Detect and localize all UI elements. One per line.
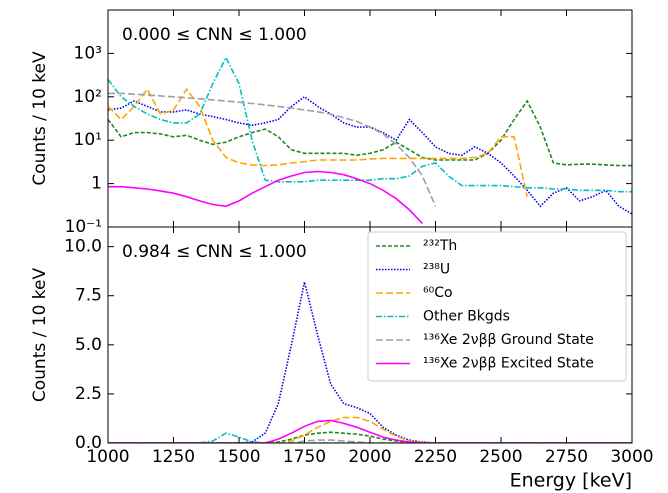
- y-tick-label: 2.5: [75, 384, 102, 404]
- series-line: [108, 170, 423, 225]
- series-line: [108, 55, 632, 193]
- y-axis-label: Counts / 10 keV: [30, 268, 50, 403]
- plot-area: [108, 281, 632, 443]
- annotation: 0.984 ≤ CNN ≤ 1.000: [122, 242, 307, 262]
- y-tick-label: 10⁻¹: [65, 217, 102, 237]
- plot-area: [108, 55, 632, 225]
- series-line: [108, 99, 632, 167]
- x-tick-label: 3000: [610, 447, 653, 467]
- x-tick-label: 1500: [217, 447, 260, 467]
- x-tick-label: 2000: [348, 447, 391, 467]
- series-line: [108, 92, 437, 207]
- legend-box: [367, 231, 627, 382]
- x-tick-label: 2250: [414, 447, 457, 467]
- legend-label: ²³⁸U: [423, 262, 450, 278]
- legend-label: Other Bkgds: [423, 309, 510, 325]
- x-tick-label: 1000: [86, 447, 129, 467]
- y-axis-label: Counts / 10 keV: [30, 51, 50, 186]
- x-axis-label: Energy [keV]: [510, 470, 632, 492]
- y-tick-label: 1: [91, 174, 102, 194]
- y-tick-label: 5.0: [75, 335, 102, 355]
- y-tick-label: 10³: [74, 43, 102, 63]
- x-tick-label: 2750: [545, 447, 588, 467]
- x-tick-label: 1750: [283, 447, 326, 467]
- x-tick-label: 2500: [479, 447, 522, 467]
- series-line: [108, 419, 632, 443]
- legend-label: ¹³⁶Xe 2νββ Ground State: [423, 332, 594, 348]
- y-tick-label: 10.0: [64, 237, 102, 257]
- y-tick-label: 0.0: [75, 433, 102, 453]
- annotation: 0.000 ≤ CNN ≤ 1.000: [122, 25, 307, 45]
- legend-label: ²³²Th: [423, 238, 457, 254]
- x-tick-label: 1250: [152, 447, 195, 467]
- legend-label: ⁶⁰Co: [423, 285, 453, 301]
- legend-label: ¹³⁶Xe 2νββ Excited State: [423, 356, 594, 372]
- y-tick-label: 10¹: [74, 130, 102, 150]
- y-tick-label: 7.5: [75, 286, 102, 306]
- y-tick-label: 10²: [74, 87, 102, 107]
